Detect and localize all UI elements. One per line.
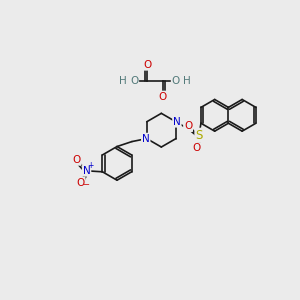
- Text: O: O: [184, 121, 192, 131]
- Text: N: N: [83, 166, 91, 176]
- Text: O: O: [193, 143, 201, 153]
- Text: N: N: [142, 134, 150, 144]
- Text: O: O: [130, 76, 138, 85]
- Text: O: O: [159, 92, 167, 101]
- Text: O: O: [76, 178, 85, 188]
- Text: O: O: [73, 155, 81, 165]
- Text: −: −: [82, 180, 89, 189]
- Text: H: H: [119, 76, 127, 85]
- Text: O: O: [143, 60, 151, 70]
- Text: H: H: [183, 76, 190, 85]
- Text: O: O: [172, 76, 180, 85]
- Text: +: +: [87, 161, 94, 170]
- Text: S: S: [195, 129, 203, 142]
- Text: N: N: [173, 117, 181, 127]
